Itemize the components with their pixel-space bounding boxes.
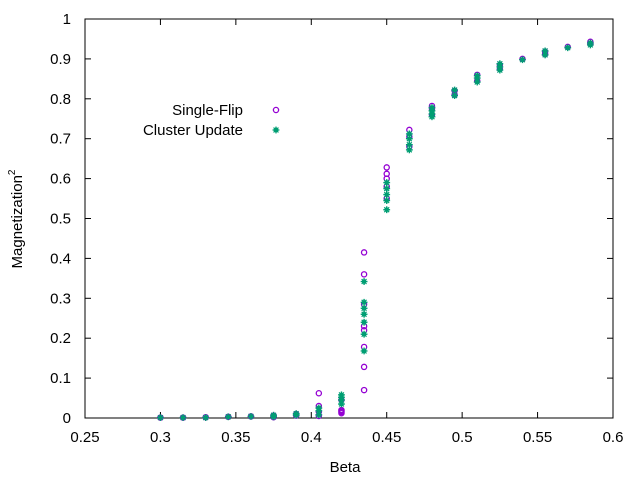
y-tick-label: 0.1 xyxy=(50,370,71,387)
x-axis-label: Beta xyxy=(330,459,362,476)
y-tick-label: 0.6 xyxy=(50,171,71,188)
data-point xyxy=(451,86,458,94)
x-tick-label: 0.45 xyxy=(372,429,401,446)
data-point xyxy=(473,72,481,80)
data-point xyxy=(496,60,504,68)
x-tick-label: 0.5 xyxy=(452,429,473,446)
data-point xyxy=(360,318,368,326)
data-point xyxy=(383,191,391,198)
y-axis-label-main: Magnetization xyxy=(9,175,26,268)
x-tick-label: 0.25 xyxy=(70,429,99,446)
legend-marker-cluster-update xyxy=(272,126,280,134)
y-tick-label: 0.7 xyxy=(50,131,71,148)
data-point xyxy=(383,197,391,204)
data-point xyxy=(586,39,594,47)
axes: 0.25 0.3 0.35 0.4 0.45 0.5 0.55 0.6 0 0.1 0.2 0.3 0.… xyxy=(50,11,623,446)
data-point xyxy=(383,179,391,186)
data-point xyxy=(383,164,390,171)
data-point xyxy=(383,206,391,214)
y-tick-label: 0.5 xyxy=(50,211,71,228)
data-point xyxy=(360,310,368,318)
y-tick-label: 0.9 xyxy=(50,51,71,68)
x-tick-label: 0.35 xyxy=(221,429,250,446)
data-point xyxy=(292,410,300,418)
data-point xyxy=(541,47,549,55)
data-point xyxy=(315,390,323,397)
legend-label-cluster-update: Cluster Update xyxy=(143,122,243,139)
y-tick-label: 0.4 xyxy=(50,250,71,267)
y-tick-label: 0.8 xyxy=(50,91,71,108)
data-point xyxy=(338,391,345,399)
x-tick-label: 0.3 xyxy=(150,429,171,446)
data-point xyxy=(360,271,368,278)
y-tick-label: 0 xyxy=(63,410,71,427)
x-tick-label: 0.55 xyxy=(523,429,552,446)
y-tick-label: 0.3 xyxy=(50,290,71,307)
data-point xyxy=(157,414,164,422)
data-point xyxy=(519,56,526,64)
data-point xyxy=(405,130,413,138)
data-points xyxy=(157,38,594,422)
x-tick-label: 0.4 xyxy=(301,429,322,446)
data-point xyxy=(202,414,210,422)
data-point xyxy=(360,249,368,256)
data-point xyxy=(338,400,345,408)
data-point xyxy=(360,363,368,371)
data-point xyxy=(360,278,368,285)
y-axis-label-exponent: 2 xyxy=(7,169,18,175)
data-point xyxy=(179,414,187,422)
data-point xyxy=(270,411,277,419)
data-point xyxy=(405,135,413,143)
legend: Single-Flip Cluster Update xyxy=(143,102,280,139)
legend-label-single-flip: Single-Flip xyxy=(172,102,243,119)
data-point xyxy=(247,413,255,420)
y-tick-label: 0.2 xyxy=(50,330,71,347)
data-point xyxy=(564,44,572,52)
data-point xyxy=(383,185,391,192)
data-point xyxy=(428,104,436,111)
x-tick-label: 0.6 xyxy=(603,429,624,446)
data-point xyxy=(383,170,390,178)
y-tick-label: 1 xyxy=(63,11,71,28)
data-point xyxy=(360,298,368,306)
data-point xyxy=(405,141,413,149)
data-point xyxy=(360,347,368,355)
data-point xyxy=(405,146,413,154)
y-axis-label: Magnetization2 xyxy=(7,169,26,268)
data-point xyxy=(360,304,368,312)
data-point xyxy=(224,413,232,421)
data-point xyxy=(360,330,368,338)
legend-marker-single-flip xyxy=(272,106,280,114)
series-cluster-update xyxy=(157,39,594,422)
data-point xyxy=(315,404,323,412)
data-point xyxy=(360,386,368,394)
